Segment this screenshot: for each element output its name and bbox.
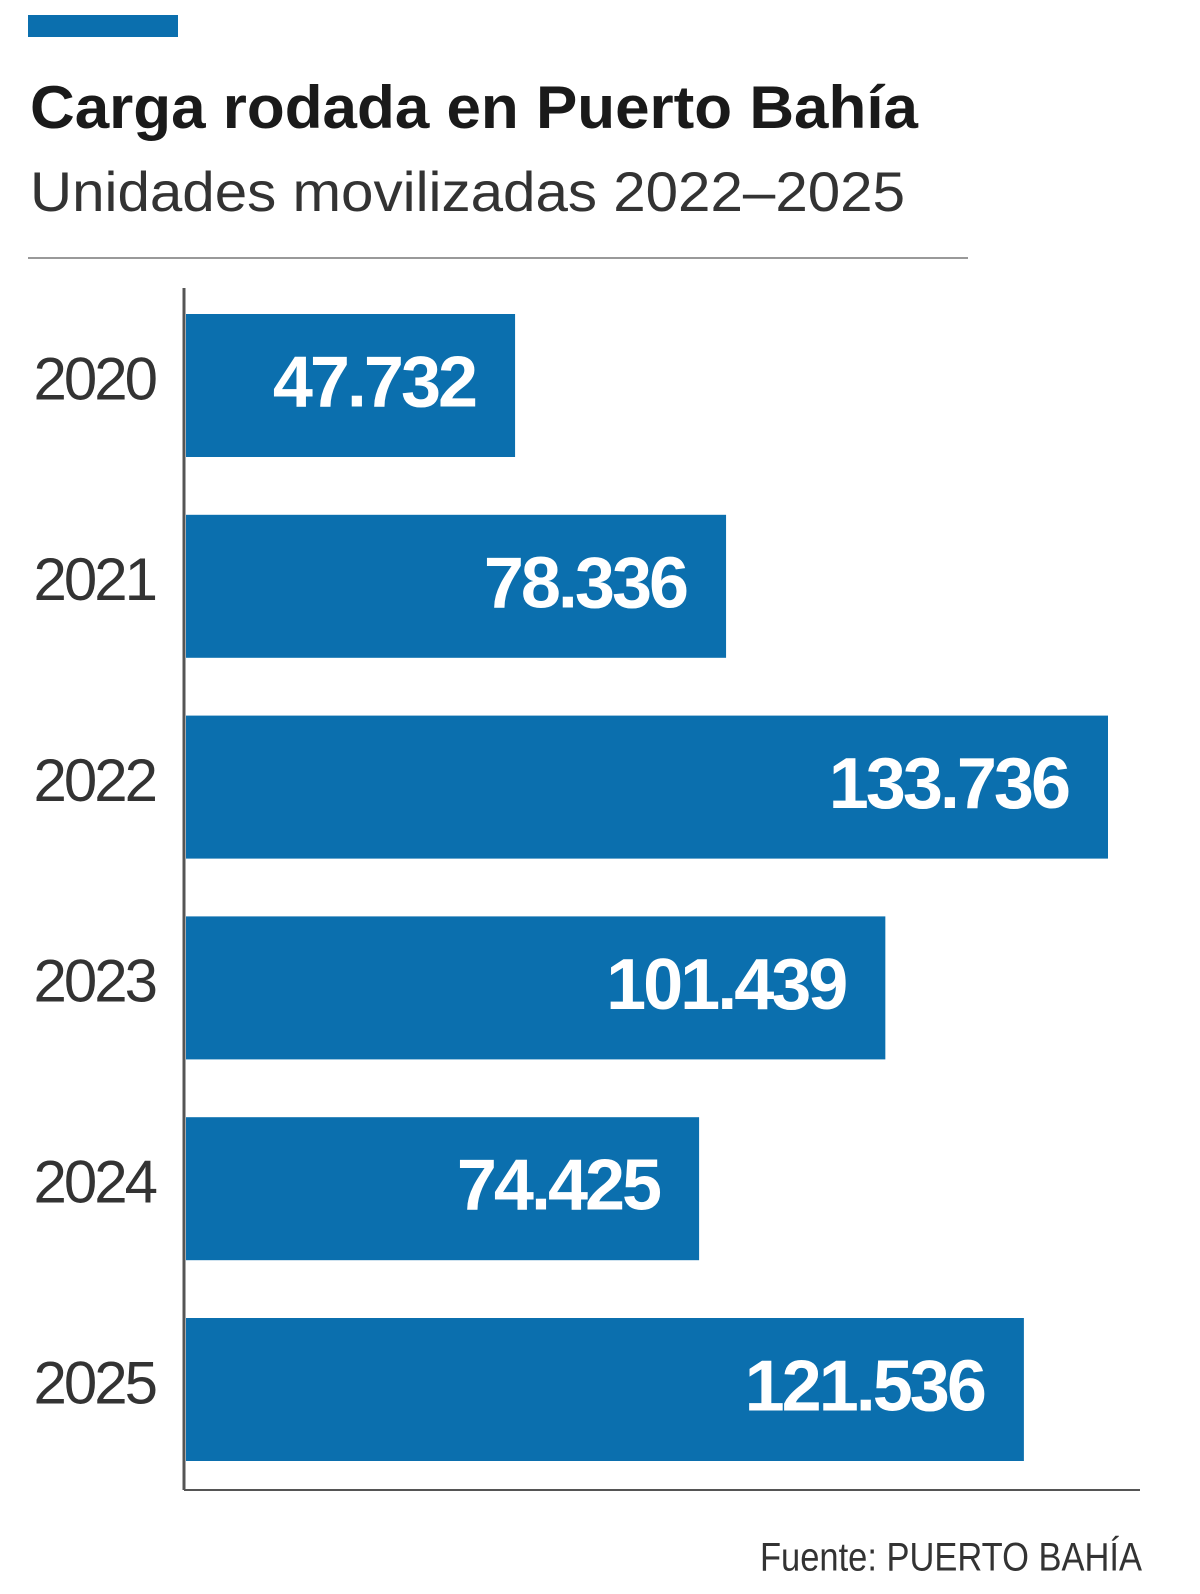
accent-bar bbox=[28, 15, 178, 37]
bar bbox=[186, 514, 727, 658]
value-label: 101.439 bbox=[606, 945, 846, 1025]
value-label: 47.732 bbox=[273, 343, 476, 423]
value-label: 133.736 bbox=[829, 744, 1069, 824]
category-label: 2023 bbox=[34, 948, 156, 1015]
category-label: 2022 bbox=[34, 747, 156, 814]
category-label: 2020 bbox=[34, 345, 157, 412]
value-label: 78.336 bbox=[484, 543, 687, 623]
chart-title: Carga rodada en Puerto Bahía bbox=[30, 74, 919, 141]
bar bbox=[186, 916, 886, 1060]
value-label: 74.425 bbox=[457, 1146, 661, 1226]
bar bbox=[186, 1117, 700, 1261]
category-label: 2021 bbox=[34, 546, 156, 613]
chart-subtitle: Unidades movilizadas 2022–2025 bbox=[30, 160, 905, 223]
category-label: 2024 bbox=[34, 1149, 157, 1216]
bar bbox=[186, 314, 516, 457]
bar bbox=[186, 715, 1108, 859]
source-note: Fuente: PUERTO BAHÍA bbox=[760, 1535, 1142, 1580]
bar bbox=[186, 1318, 1024, 1461]
value-label: 121.536 bbox=[745, 1347, 985, 1427]
category-label: 2025 bbox=[34, 1349, 156, 1416]
